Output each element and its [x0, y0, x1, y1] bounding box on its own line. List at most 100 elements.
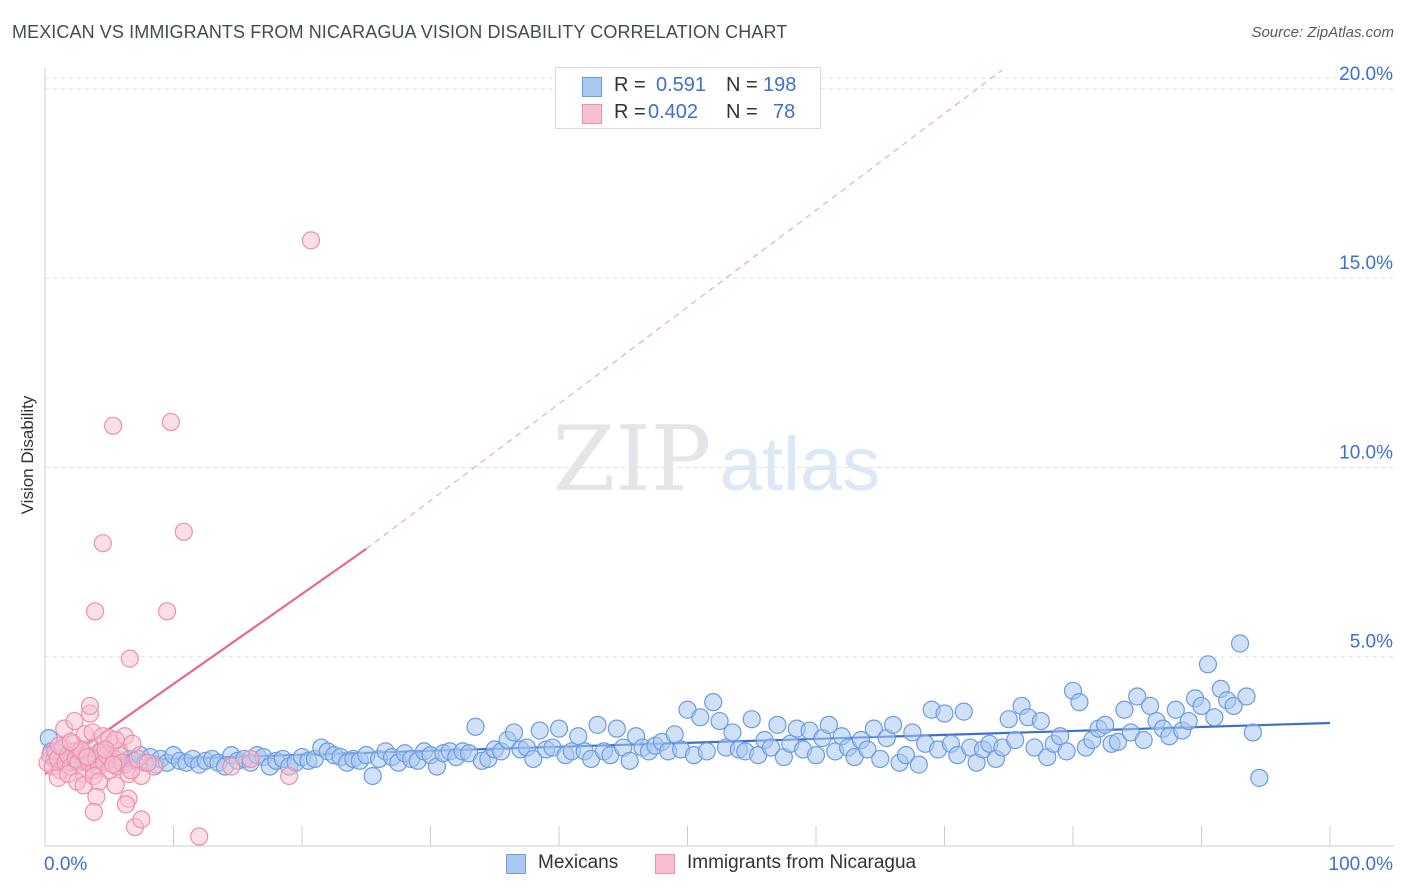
y-tick-label: 15.0% — [1339, 253, 1393, 274]
watermark: ZIP atlas — [553, 407, 881, 512]
mexican-point — [871, 749, 890, 769]
mexican-point — [858, 740, 877, 759]
mexican-point — [363, 766, 382, 786]
nicaragua-point — [106, 776, 125, 795]
mexican-point — [1237, 687, 1256, 706]
mexican-point — [466, 717, 485, 736]
nicaragua-point — [120, 649, 139, 668]
mexican-point — [620, 751, 639, 770]
legend-swatch-pink — [582, 104, 602, 124]
nicaragua-point — [280, 766, 299, 786]
y-axis-label: Vision Disability — [18, 395, 37, 514]
mexican-point — [1051, 727, 1070, 746]
mexican-point — [761, 738, 781, 757]
nicaragua-point — [61, 732, 80, 752]
mexican-point — [896, 746, 916, 765]
mexican-point — [1115, 700, 1134, 719]
mexican-point — [903, 723, 922, 742]
mexican-point — [1198, 655, 1218, 674]
mexican-point — [1134, 730, 1153, 750]
mexican-point — [1108, 732, 1128, 752]
mexican-point — [549, 719, 569, 738]
mexican-point — [1128, 687, 1147, 706]
mexican-point — [1057, 742, 1076, 761]
mexican-point — [742, 710, 761, 729]
mexican-point — [909, 755, 928, 774]
legend-n-value: 78 — [773, 101, 796, 123]
legend-n-value: 198 — [763, 74, 797, 96]
mexican-point — [883, 715, 903, 734]
mexican-point — [768, 715, 787, 734]
nicaragua-point — [132, 810, 151, 829]
bottom-legend-label: Mexicans — [538, 852, 619, 873]
mexican-point — [569, 727, 588, 746]
nicaragua-point — [161, 412, 181, 432]
mexican-point — [1243, 723, 1263, 742]
nicaragua-trend-extension — [365, 69, 1003, 550]
mexican-point — [691, 708, 710, 727]
nicaragua-point — [241, 749, 260, 769]
nicaragua-point — [123, 734, 142, 753]
legend-r-value: 0.591 — [656, 74, 707, 96]
bottom-legend-swatch-blue — [506, 854, 526, 874]
mexican-point — [710, 711, 729, 731]
mexican-point — [954, 702, 973, 721]
mexican-point — [1031, 711, 1050, 731]
axes-layer — [44, 68, 1394, 847]
mexican-point — [697, 742, 716, 761]
nicaragua-point — [89, 772, 109, 791]
nicaragua-point — [93, 534, 112, 553]
y-tick-label: 10.0% — [1339, 442, 1393, 463]
nicaragua-point — [104, 416, 123, 435]
nicaragua-point — [174, 522, 193, 541]
nicaragua-point — [301, 231, 321, 250]
chart-title: MEXICAN VS IMMIGRANTS FROM NICARAGUA VIS… — [12, 22, 788, 42]
y-tick-label: 5.0% — [1350, 632, 1393, 653]
y-tick-label: 20.0% — [1339, 64, 1393, 85]
x-tick-label: 100.0% — [1329, 854, 1394, 875]
mexican-point — [1205, 708, 1224, 727]
mexican-point — [1140, 696, 1160, 716]
mexican-point — [1096, 715, 1115, 734]
legend-row-mexicans: R = 0.591 N = 198 — [556, 73, 822, 101]
mexican-point — [1166, 700, 1185, 719]
nicaragua-point — [65, 711, 84, 731]
legend-n-label: N = — [726, 101, 758, 123]
nicaragua-point — [87, 787, 106, 806]
mexican-point — [588, 715, 607, 734]
mexican-point — [704, 693, 723, 712]
mexican-point — [1230, 634, 1250, 653]
correlation-legend: R = 0.591 N = 198 R = 0.402 N = 78 — [555, 67, 821, 129]
nicaragua-point — [78, 747, 97, 767]
legend-swatch-blue — [582, 77, 602, 97]
nicaragua-point — [222, 757, 241, 776]
bottom-legend-label: Immigrants from Nicaragua — [687, 852, 917, 873]
nicaragua-point — [96, 740, 115, 759]
legend-r-label: R = — [614, 101, 646, 123]
watermark-zip: ZIP — [553, 407, 712, 512]
source-text: Source: ZipAtlas.com — [1251, 24, 1394, 41]
legend-n-label: N = — [726, 74, 758, 96]
legend-r-label: R = — [614, 74, 646, 96]
nicaragua-point — [84, 802, 103, 822]
mexican-point — [1179, 711, 1198, 731]
nicaragua-point — [157, 602, 177, 621]
labels-layer: 5.0% 10.0% 15.0% 20.0% 0.0% 100.0% — [44, 64, 1393, 875]
mexican-point — [1070, 693, 1089, 712]
mexican-point — [723, 723, 742, 742]
nicaragua-point — [86, 602, 105, 621]
watermark-atlas: atlas — [720, 422, 881, 507]
bottom-legend-swatch-pink — [655, 854, 675, 874]
mexican-point — [819, 715, 838, 734]
points-layer — [38, 231, 1269, 846]
grid-layer — [45, 77, 1394, 658]
legend-r-value: 0.402 — [648, 101, 699, 123]
mexican-point — [806, 746, 826, 765]
mexican-point — [665, 725, 684, 744]
nicaragua-point — [116, 795, 136, 814]
mexican-point — [530, 721, 549, 740]
mexican-point — [864, 719, 883, 738]
legend-row-nicaragua: R = 0.402 N = 78 — [556, 100, 822, 128]
mexican-point — [1224, 696, 1243, 716]
